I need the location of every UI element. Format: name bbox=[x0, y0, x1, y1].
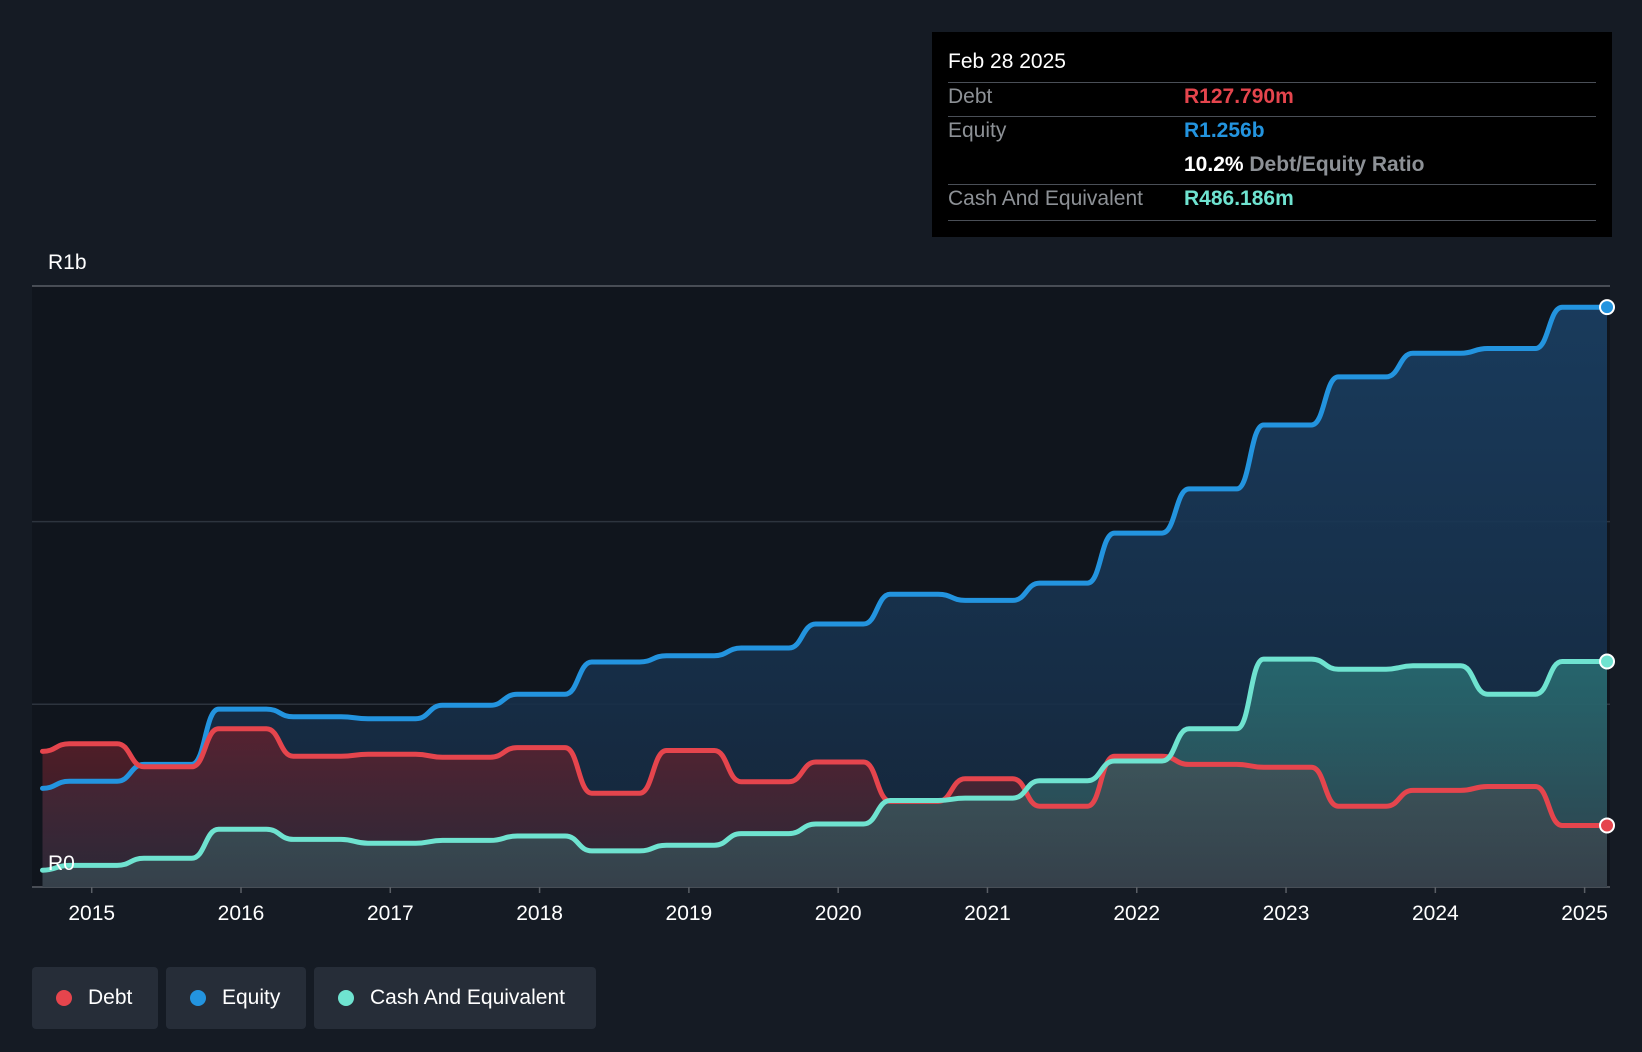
legend-debt[interactable]: Debt bbox=[32, 967, 158, 1029]
tooltip-debt-label: Debt bbox=[948, 85, 993, 108]
x-tick-label: 2019 bbox=[666, 902, 713, 925]
tooltip-equity-label: Equity bbox=[948, 119, 1007, 142]
x-axis: 2015 2016 2017 2018 2019 2020 2021 2022 2023 2024… bbox=[68, 887, 1608, 925]
tooltip-row-equity: Equity R1.256b bbox=[948, 119, 1265, 143]
series-areas bbox=[42, 307, 1607, 887]
equity-line bbox=[40, 304, 1610, 791]
tooltip-debt-value: R127.790m bbox=[1184, 85, 1294, 108]
debt-legend-dot-icon bbox=[56, 990, 72, 1006]
legend-equity[interactable]: Equity bbox=[166, 967, 306, 1029]
cash-legend-dot-icon bbox=[338, 990, 354, 1006]
tooltip-ratio-value: 10.2% bbox=[1184, 153, 1244, 176]
x-tick-label: 2024 bbox=[1412, 902, 1459, 925]
x-tick-label: 2025 bbox=[1561, 902, 1608, 925]
x-tick-label: 2022 bbox=[1113, 902, 1160, 925]
tooltip-date: Feb 28 2025 bbox=[948, 50, 1066, 73]
x-tick-label: 2016 bbox=[218, 902, 265, 925]
series-endpoints bbox=[1599, 299, 1616, 834]
debt-line bbox=[40, 726, 1610, 828]
legend-cash[interactable]: Cash And Equivalent bbox=[314, 967, 596, 1029]
tooltip-cash-value: R486.186m bbox=[1184, 187, 1294, 210]
divider bbox=[948, 116, 1596, 117]
tooltip-row-cash: Cash And Equivalent R486.186m bbox=[948, 187, 1294, 211]
tooltip-panel: Feb 28 2025 Debt R127.790m Equity R1.256… bbox=[932, 32, 1612, 237]
cash-and-equivalent-line bbox=[40, 656, 1610, 873]
tooltip-ratio-label: Debt/Equity Ratio bbox=[1249, 153, 1425, 176]
x-tick-label: 2018 bbox=[516, 902, 563, 925]
series-lines bbox=[40, 304, 1610, 873]
debt-endpoint bbox=[1599, 817, 1616, 834]
divider bbox=[948, 184, 1596, 185]
legend-equity-label: Equity bbox=[222, 986, 281, 1009]
equity-legend-dot-icon bbox=[190, 990, 206, 1006]
tooltip-cash-label: Cash And Equivalent bbox=[948, 187, 1143, 210]
y-tick-label-max: R1b bbox=[48, 251, 87, 274]
x-tick-label: 2017 bbox=[367, 902, 414, 925]
x-tick-label: 2015 bbox=[68, 902, 115, 925]
legend-debt-label: Debt bbox=[88, 986, 133, 1009]
cash-and-equivalent-area bbox=[42, 659, 1607, 887]
x-tick-label: 2020 bbox=[815, 902, 862, 925]
x-tick-label: 2023 bbox=[1263, 902, 1310, 925]
divider bbox=[948, 82, 1596, 83]
x-tick-label: 2021 bbox=[964, 902, 1011, 925]
legend-cash-label: Cash And Equivalent bbox=[370, 986, 565, 1009]
y-tick-label-zero: R0 bbox=[48, 852, 75, 875]
tooltip-ratio: 10.2% Debt/Equity Ratio bbox=[1184, 153, 1424, 177]
cash-and-equivalent-endpoint bbox=[1599, 653, 1616, 670]
tooltip-equity-value: R1.256b bbox=[1184, 119, 1265, 142]
divider bbox=[948, 220, 1596, 221]
tooltip-row-debt: Debt R127.790m bbox=[948, 85, 1294, 109]
equity-endpoint bbox=[1599, 299, 1616, 316]
